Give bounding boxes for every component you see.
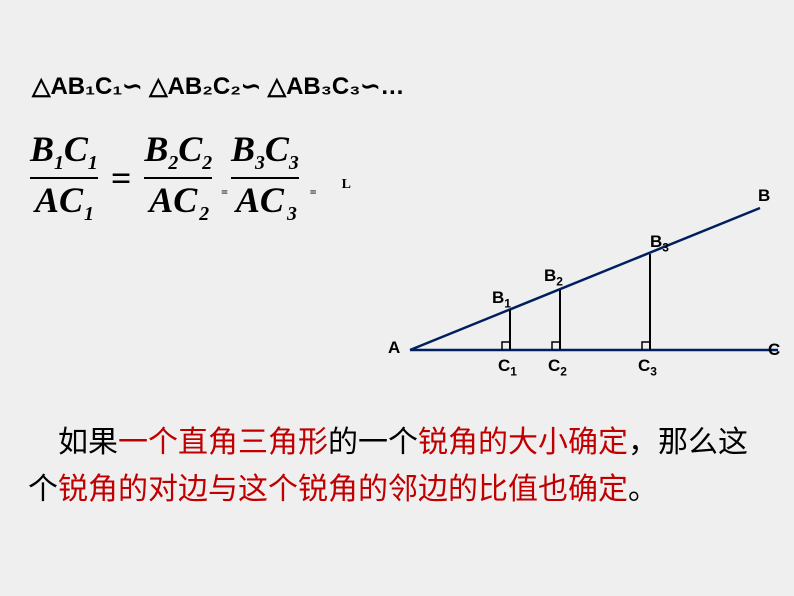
equals-1: = (111, 157, 132, 199)
f2-num-s1: 2 (168, 152, 178, 174)
f1-den-AC: AC (35, 180, 83, 220)
label-B1-main: B (492, 288, 504, 307)
seg-0: 如果 (28, 426, 118, 459)
ratio-equation: B1C1 AC1 = B2C2 AC2 = B3C3 AC3 = L (30, 130, 351, 226)
triangle-diagram: A B C B1 B2 B3 C1 C2 C3 (380, 180, 780, 390)
label-C2-main: C (548, 356, 560, 375)
fraction-3: B3C3 AC3 (231, 130, 299, 226)
label-A: A (388, 338, 400, 358)
fraction-1: B1C1 AC1 (30, 130, 98, 226)
label-B3: B3 (650, 232, 669, 254)
label-C1-sub: 1 (510, 364, 517, 378)
similar-triangles-text: △AB₁C₁∽ △AB₂C₂∽ △AB₃C₃∽… (32, 72, 404, 101)
label-B2-main: B (544, 266, 556, 285)
seg-6: 。 (628, 473, 658, 506)
label-C1: C1 (498, 356, 517, 378)
label-B2: B2 (544, 266, 563, 288)
f2-num-C: C (178, 129, 202, 169)
f3-num-C: C (265, 129, 289, 169)
f2-den-AC: AC (149, 180, 197, 220)
seg-5: 锐角的对边与这个锐角的邻边的比值也确定 (58, 473, 628, 506)
seg-3: 锐角的大小确定 (418, 426, 628, 459)
f1-den-s: 1 (84, 203, 94, 225)
seg-1: 一个直角三角形 (118, 426, 328, 459)
line-AB (410, 208, 760, 350)
small-equals-1: = (221, 185, 228, 199)
label-C3: C3 (638, 356, 657, 378)
f3-num-s1: 3 (255, 152, 265, 174)
label-B: B (758, 186, 770, 206)
f2-num-s2: 2 (202, 152, 212, 174)
fraction-2: B2C2 AC2 (144, 130, 212, 226)
label-B3-sub: 3 (662, 240, 669, 254)
f1-num-B: B (30, 129, 54, 169)
f2-den-s: 2 (199, 203, 209, 225)
label-C2-sub: 2 (560, 364, 567, 378)
label-C1-main: C (498, 356, 510, 375)
label-C2: C2 (548, 356, 567, 378)
f1-num-s1: 1 (54, 152, 64, 174)
label-B2-sub: 2 (556, 274, 563, 288)
f3-den-s: 3 (287, 203, 297, 225)
label-B1-sub: 1 (504, 296, 511, 310)
conclusion-text: 如果一个直角三角形的一个锐角的大小确定，那么这个锐角的对边与这个锐角的邻边的比值… (28, 420, 768, 513)
f3-den-AC: AC (236, 180, 284, 220)
label-B3-main: B (650, 232, 662, 251)
f1-num-s2: 1 (88, 152, 98, 174)
f3-num-B: B (231, 129, 255, 169)
small-equals-2: = (310, 185, 317, 199)
diagram-svg (380, 180, 780, 390)
f2-num-B: B (144, 129, 168, 169)
seg-2: 的一个 (328, 426, 418, 459)
f3-num-s2: 3 (289, 152, 299, 174)
label-C: C (768, 340, 780, 360)
label-C3-main: C (638, 356, 650, 375)
ellipsis-L: L (342, 177, 351, 192)
label-C3-sub: 3 (650, 364, 657, 378)
label-B1: B1 (492, 288, 511, 310)
f1-num-C: C (64, 129, 88, 169)
